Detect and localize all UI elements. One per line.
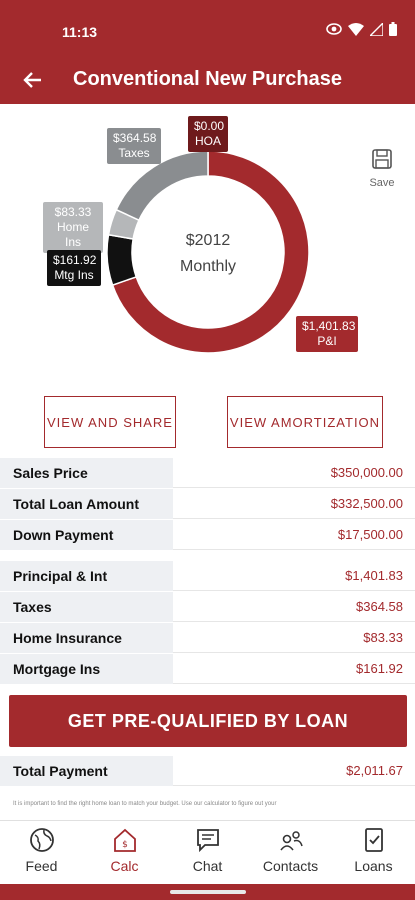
row-value: $161.92: [173, 654, 415, 684]
row-value: $350,000.00: [173, 458, 415, 488]
payment-chart: $2012 Monthly $0.00 HOA $364.58 Taxes $83.…: [0, 104, 415, 394]
nav-label: Feed: [25, 858, 58, 874]
mtg-ins-label: $161.92 Mtg Ins: [47, 250, 101, 286]
center-label: Monthly: [179, 258, 237, 275]
back-button[interactable]: [16, 64, 48, 96]
row-label: Mortgage Ins: [0, 654, 173, 684]
status-bar: 11:13: [0, 0, 415, 56]
signal-icon: [370, 22, 383, 36]
table-row: Down Payment $17,500.00: [0, 520, 415, 551]
nav-item-feed[interactable]: Feed: [0, 821, 83, 884]
row-label: Taxes: [0, 592, 173, 622]
total-table: Total Payment $2,011.67: [0, 756, 415, 787]
row-label: Down Payment: [0, 520, 173, 550]
nav-label: Chat: [192, 858, 223, 874]
table-row: Taxes $364.58: [0, 592, 415, 623]
row-label: Sales Price: [0, 458, 173, 488]
loan-summary-table: Sales Price $350,000.00 Total Loan Amount…: [0, 458, 415, 551]
row-value: $83.33: [173, 623, 415, 653]
donut-slice-pi: [111, 150, 310, 354]
status-icons: [326, 22, 397, 36]
wifi-icon: [348, 22, 364, 36]
status-time: 11:13: [62, 24, 98, 40]
row-value: $17,500.00: [173, 520, 415, 550]
table-row: Principal & Int $1,401.83: [0, 561, 415, 592]
calculator-house-icon: $: [113, 828, 136, 852]
loan-document-icon: [364, 828, 383, 852]
row-value: $364.58: [173, 592, 415, 622]
row-label: Total Loan Amount: [0, 489, 173, 519]
pi-label: $1,401.83 P&I: [296, 316, 358, 352]
disclaimer-text: It is important to find the right home l…: [13, 801, 277, 807]
payment-breakdown-table: Principal & Int $1,401.83 Taxes $364.58 Ho…: [0, 561, 415, 685]
svg-text:$: $: [122, 840, 128, 850]
floppy-disk-icon: [372, 149, 392, 169]
home-ins-label: $83.33 Home Ins: [43, 202, 103, 253]
save-button[interactable]: Save: [364, 148, 400, 189]
nav-label: Loans: [354, 858, 393, 874]
row-label: Principal & Int: [0, 561, 173, 591]
battery-icon: [389, 22, 397, 36]
nav-item-calc[interactable]: $ Calc: [83, 821, 166, 884]
nav-item-loans[interactable]: Loans: [332, 821, 415, 884]
nav-label: Contacts: [262, 858, 319, 874]
chat-icon: [196, 829, 219, 853]
taxes-label: $364.58 Taxes: [107, 128, 161, 164]
globe-icon: [29, 828, 54, 852]
nav-item-chat[interactable]: Chat: [166, 821, 249, 884]
system-nav-bar: [0, 884, 415, 900]
save-label: Save: [369, 177, 395, 189]
row-value: $1,401.83: [173, 561, 415, 591]
table-row: Home Insurance $83.33: [0, 623, 415, 654]
donut-slice-mtg-ins: [106, 233, 138, 287]
row-label: Home Insurance: [0, 623, 173, 653]
table-row: Mortgage Ins $161.92: [0, 654, 415, 685]
table-row: Sales Price $350,000.00: [0, 458, 415, 489]
table-row: Total Loan Amount $332,500.00: [0, 489, 415, 520]
page-title: Conventional New Purchase: [73, 68, 342, 90]
row-value: $2,011.67: [173, 756, 415, 786]
bottom-nav: Feed $ Calc Chat Contacts Loans: [0, 820, 415, 884]
table-row: Total Payment $2,011.67: [0, 756, 415, 787]
view-amortization-button[interactable]: VIEW AMORTIZATION: [227, 396, 383, 448]
home-indicator[interactable]: [170, 890, 246, 894]
app-bar: Conventional New Purchase: [0, 56, 415, 104]
row-label: Total Payment: [0, 756, 173, 786]
center-amount: $2012: [185, 232, 231, 249]
hoa-label: $0.00 HOA: [188, 116, 228, 152]
view-and-share-button[interactable]: VIEW AND SHARE: [44, 396, 176, 448]
eye-icon: [326, 23, 342, 35]
row-value: $332,500.00: [173, 489, 415, 519]
get-pre-qualified-button[interactable]: GET PRE-QUALIFIED BY LOAN: [9, 695, 407, 747]
contacts-icon: [279, 831, 303, 851]
nav-item-contacts[interactable]: Contacts: [249, 821, 332, 884]
arrow-left-icon: [23, 72, 41, 88]
nav-label: Calc: [110, 858, 139, 874]
